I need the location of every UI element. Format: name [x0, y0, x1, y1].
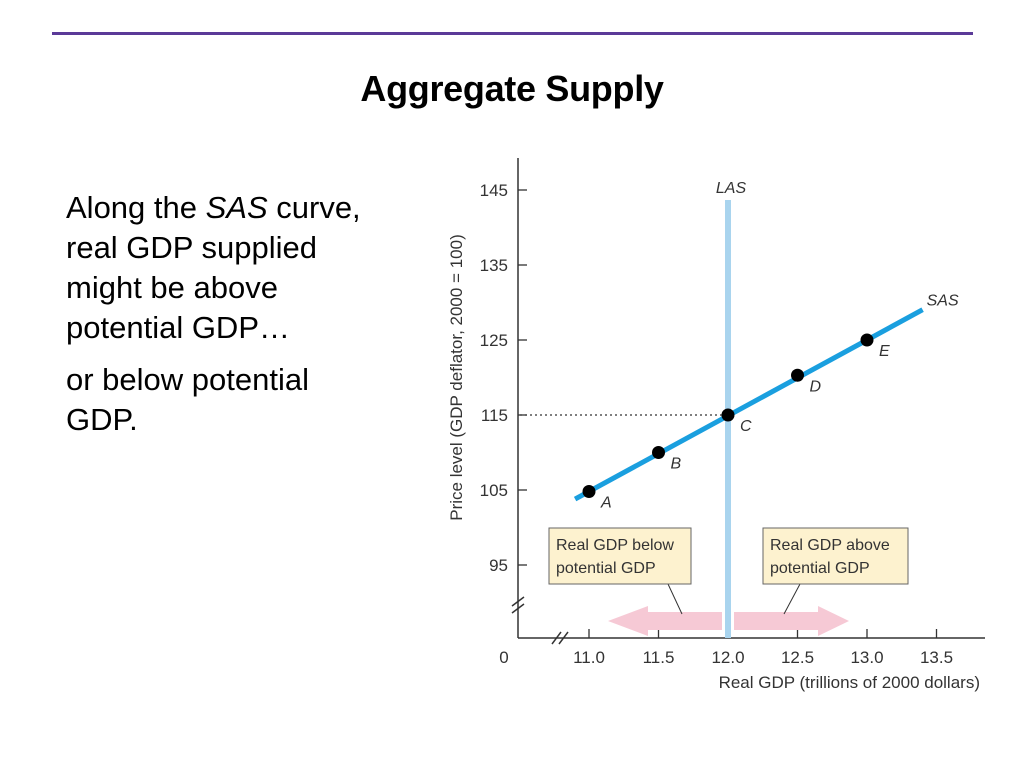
point-E	[860, 333, 874, 347]
point-A	[582, 485, 596, 498]
paragraph-above-potential: Along the SAS curve, real GDP supplied m…	[66, 188, 366, 348]
x-axis-title: Real GDP (trillions of 2000 dollars)	[719, 673, 980, 692]
las-label: LAS	[716, 180, 747, 197]
x-axis-break	[551, 631, 569, 645]
aggregate-supply-chart: 95 105 115 125 135 145 11.0 11.5 12.0 12.5 13.0 13.…	[447, 158, 985, 692]
point-label-B: B	[671, 456, 682, 473]
point-label-E: E	[879, 343, 890, 360]
box-above-potential	[762, 527, 909, 585]
paragraph1-emphasis: SAS	[205, 190, 268, 225]
arrow-above-potential	[734, 606, 849, 636]
point-C	[721, 408, 735, 422]
box-above-potential-line1: Real GDP above	[770, 537, 890, 554]
x-tick-label-13.0: 13.0	[850, 648, 883, 667]
pointer-below-potential	[667, 583, 683, 615]
y-tick-label-95: 95	[489, 556, 508, 575]
y-axis-break	[511, 596, 525, 614]
y-tick-label-105: 105	[480, 481, 508, 500]
point-label-C: C	[740, 418, 752, 435]
pointer-above-potential	[783, 583, 801, 615]
x-tick-label-11.5: 11.5	[643, 648, 675, 667]
x-tick-label-12.0: 12.0	[711, 648, 744, 667]
box-above-potential-line2: potential GDP	[770, 560, 870, 577]
box-below-potential-line1: Real GDP below	[556, 537, 674, 554]
x-tick-label-13.5: 13.5	[920, 648, 953, 667]
title-rule	[52, 32, 973, 35]
origin-label: 0	[499, 648, 508, 667]
paragraph1-after: curve, real GDP supplied might be above …	[66, 190, 361, 345]
point-label-A: A	[600, 495, 612, 512]
y-tick-label-135: 135	[480, 256, 508, 275]
box-below-potential	[548, 527, 692, 585]
y-tick-label-115: 115	[481, 406, 508, 425]
point-B	[652, 446, 665, 459]
sas-label: SAS	[927, 293, 959, 310]
y-axis-title: Price level (GDP deflator, 2000 = 100)	[447, 234, 466, 521]
body-text: Along the SAS curve, real GDP supplied m…	[66, 188, 366, 452]
point-D	[791, 368, 804, 382]
point-label-D: D	[810, 378, 822, 395]
y-tick-label-145: 145	[480, 181, 508, 200]
x-tick-label-11.0: 11.0	[573, 648, 605, 667]
slide-title: Aggregate Supply	[360, 68, 664, 109]
x-tick-label-12.5: 12.5	[781, 648, 814, 667]
paragraph1-before: Along the	[66, 190, 206, 225]
paragraph-below-potential: or below potential GDP.	[66, 362, 309, 437]
y-tick-label-125: 125	[480, 331, 508, 350]
arrow-below-potential	[608, 606, 722, 636]
box-below-potential-line2: potential GDP	[556, 560, 656, 577]
